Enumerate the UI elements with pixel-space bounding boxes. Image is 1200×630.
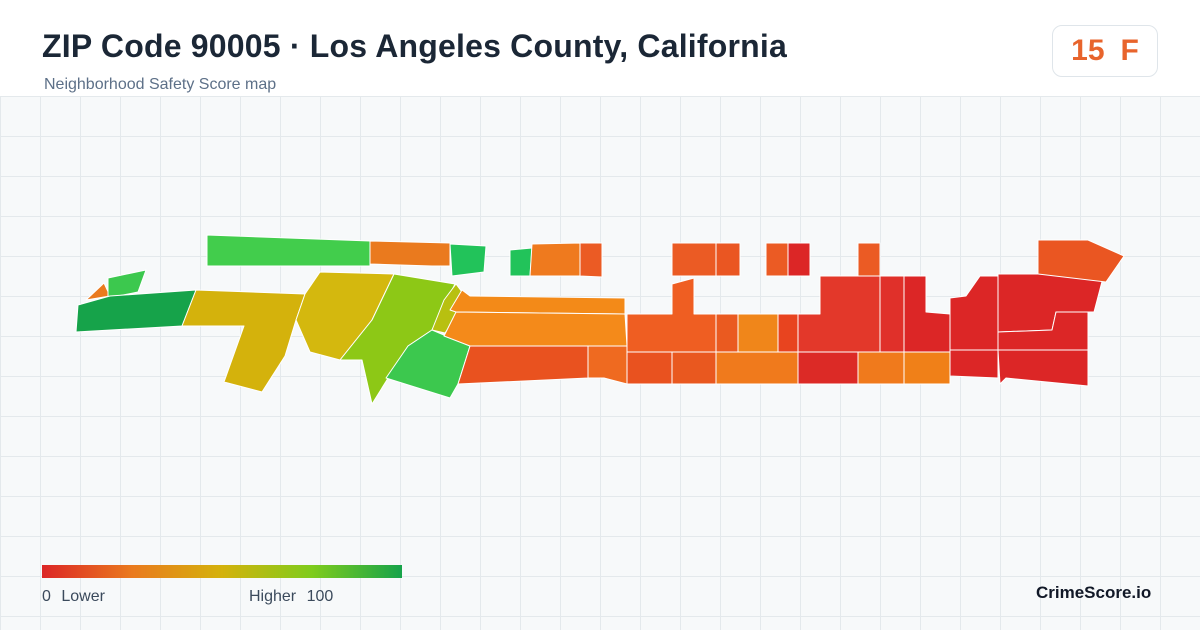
map-region[interactable] bbox=[857, 242, 881, 277]
score-value: 15 bbox=[1071, 34, 1105, 67]
map-region[interactable] bbox=[879, 275, 905, 353]
legend-max-label: Higher bbox=[249, 588, 297, 605]
map-region[interactable] bbox=[529, 242, 581, 277]
brand-logo-text: CrimeScore.io bbox=[1036, 583, 1152, 602]
map-region[interactable] bbox=[671, 242, 717, 277]
map-region[interactable] bbox=[797, 351, 859, 385]
map-region[interactable] bbox=[449, 243, 487, 277]
map-region[interactable] bbox=[787, 242, 811, 277]
page-title: ZIP Code 90005 · Los Angeles County, Cal… bbox=[42, 28, 787, 64]
map-region[interactable] bbox=[626, 277, 717, 353]
map-region[interactable] bbox=[443, 311, 628, 347]
header-band bbox=[0, 0, 1200, 97]
map-region[interactable] bbox=[903, 275, 951, 353]
map-region[interactable] bbox=[626, 351, 673, 385]
map-region[interactable] bbox=[107, 269, 147, 299]
map-region[interactable] bbox=[949, 349, 999, 379]
map-region[interactable] bbox=[85, 282, 111, 301]
page-subtitle: Neighborhood Safety Score map bbox=[44, 76, 277, 93]
map-region[interactable] bbox=[857, 351, 905, 385]
legend-min-value: 0 bbox=[42, 588, 51, 605]
map-region[interactable] bbox=[715, 351, 799, 385]
map-region[interactable] bbox=[903, 351, 951, 385]
map-region[interactable] bbox=[715, 313, 739, 353]
score-badge: 15 F bbox=[1052, 25, 1158, 77]
map-region[interactable] bbox=[587, 345, 628, 385]
score-grade: F bbox=[1120, 34, 1139, 67]
map-region[interactable] bbox=[369, 240, 451, 267]
legend-low: 0 Lower bbox=[42, 588, 105, 606]
legend-max-value: 100 bbox=[306, 588, 334, 605]
map-region[interactable] bbox=[181, 289, 306, 393]
map-region[interactable] bbox=[797, 275, 881, 353]
map-region[interactable] bbox=[777, 313, 799, 353]
legend-gradient-bar bbox=[42, 565, 402, 578]
map-region[interactable] bbox=[765, 242, 789, 277]
map-region[interactable] bbox=[457, 345, 589, 385]
map-region[interactable] bbox=[509, 247, 533, 277]
map-region[interactable] bbox=[737, 313, 779, 353]
map-region[interactable] bbox=[206, 234, 371, 267]
legend-high: Higher 100 bbox=[249, 588, 333, 606]
map-region[interactable] bbox=[671, 351, 717, 385]
map-region[interactable] bbox=[715, 242, 741, 277]
map-region[interactable] bbox=[579, 242, 603, 278]
map-region[interactable] bbox=[449, 289, 626, 315]
legend-min-label: Lower bbox=[61, 588, 105, 605]
map-region[interactable] bbox=[949, 275, 999, 351]
map-region[interactable] bbox=[1037, 239, 1125, 283]
map-region[interactable] bbox=[997, 349, 1089, 387]
